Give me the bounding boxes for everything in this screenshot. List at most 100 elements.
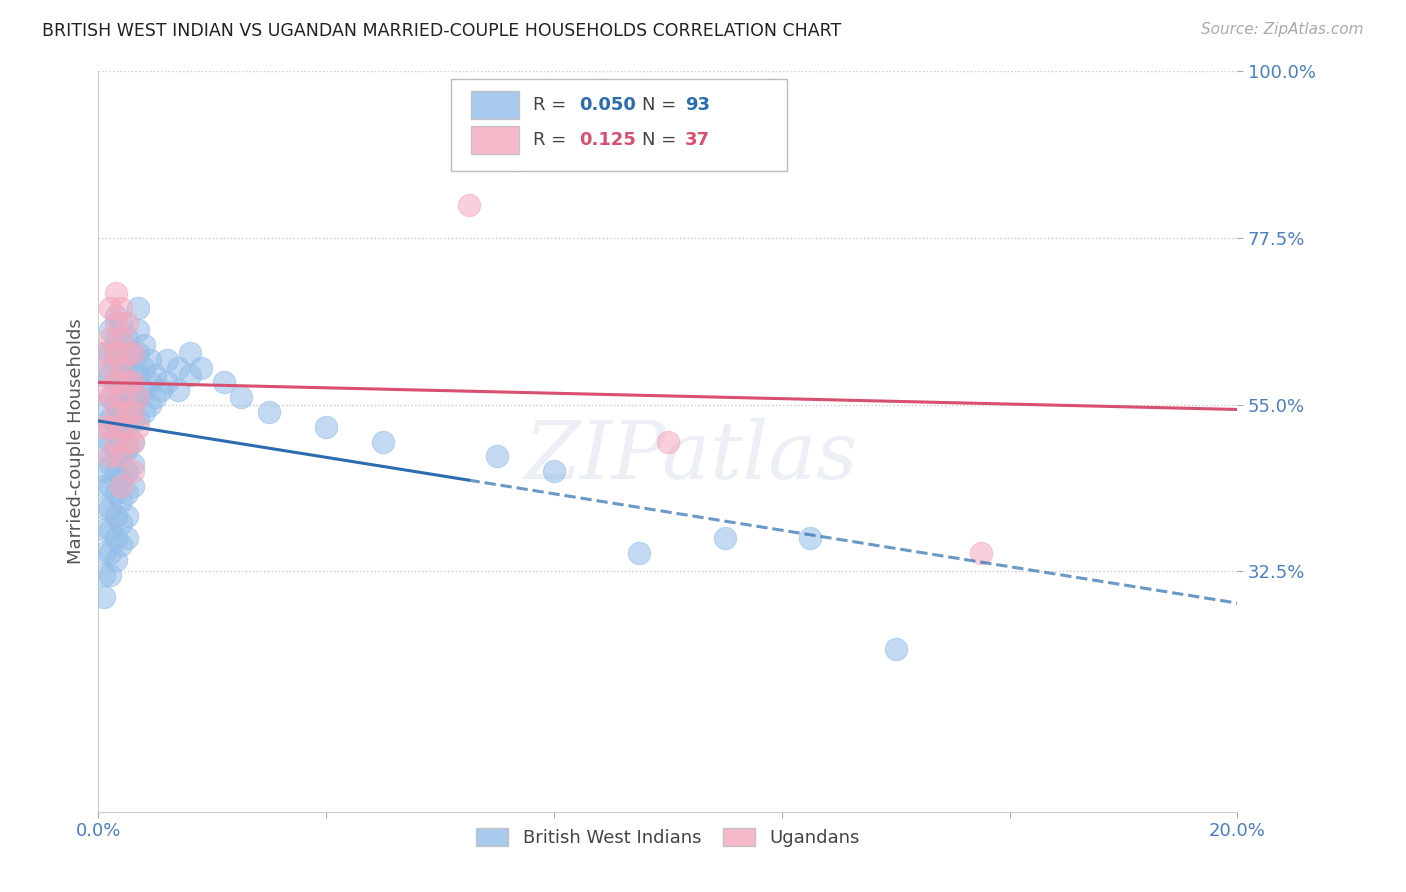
- Ugandans: [127, 390, 149, 404]
- Ugandans: [110, 479, 132, 493]
- British West Indians: [104, 398, 127, 412]
- British West Indians: [121, 457, 143, 471]
- Ugandans: [127, 419, 149, 434]
- British West Indians: [93, 419, 115, 434]
- British West Indians: [98, 412, 121, 426]
- Ugandans: [121, 345, 143, 359]
- Ugandans: [93, 345, 115, 359]
- Ugandans: [657, 434, 679, 449]
- British West Indians: [93, 546, 115, 560]
- British West Indians: [93, 368, 115, 382]
- British West Indians: [138, 398, 160, 412]
- British West Indians: [110, 427, 132, 442]
- British West Indians: [110, 383, 132, 397]
- Text: 93: 93: [685, 95, 710, 113]
- Ugandans: [104, 286, 127, 301]
- Ugandans: [98, 360, 121, 375]
- British West Indians: [714, 531, 737, 545]
- Ugandans: [115, 376, 138, 390]
- FancyBboxPatch shape: [471, 126, 519, 154]
- British West Indians: [115, 464, 138, 478]
- British West Indians: [98, 567, 121, 582]
- British West Indians: [121, 479, 143, 493]
- Text: Source: ZipAtlas.com: Source: ZipAtlas.com: [1201, 22, 1364, 37]
- Text: 0.125: 0.125: [579, 131, 636, 149]
- British West Indians: [127, 345, 149, 359]
- Ugandans: [115, 434, 138, 449]
- British West Indians: [93, 479, 115, 493]
- British West Indians: [145, 368, 167, 382]
- British West Indians: [115, 508, 138, 523]
- Ugandans: [110, 390, 132, 404]
- Ugandans: [110, 301, 132, 316]
- British West Indians: [98, 546, 121, 560]
- British West Indians: [373, 434, 395, 449]
- British West Indians: [115, 486, 138, 500]
- Ugandans: [98, 419, 121, 434]
- British West Indians: [104, 309, 127, 323]
- British West Indians: [98, 479, 121, 493]
- Ugandans: [503, 153, 526, 168]
- Ugandans: [104, 405, 127, 419]
- Ugandans: [121, 405, 143, 419]
- British West Indians: [127, 324, 149, 338]
- Legend: British West Indians, Ugandans: British West Indians, Ugandans: [468, 821, 868, 855]
- British West Indians: [121, 390, 143, 404]
- British West Indians: [156, 376, 179, 390]
- British West Indians: [315, 419, 337, 434]
- Ugandans: [104, 316, 127, 330]
- British West Indians: [98, 324, 121, 338]
- Ugandans: [98, 331, 121, 345]
- British West Indians: [104, 553, 127, 567]
- British West Indians: [98, 390, 121, 404]
- British West Indians: [93, 524, 115, 538]
- British West Indians: [110, 450, 132, 464]
- British West Indians: [179, 345, 201, 359]
- British West Indians: [93, 345, 115, 359]
- British West Indians: [127, 368, 149, 382]
- British West Indians: [127, 412, 149, 426]
- British West Indians: [104, 508, 127, 523]
- British West Indians: [98, 501, 121, 516]
- Ugandans: [115, 345, 138, 359]
- British West Indians: [110, 405, 132, 419]
- FancyBboxPatch shape: [451, 78, 787, 171]
- Text: R =: R =: [533, 95, 572, 113]
- British West Indians: [93, 590, 115, 604]
- British West Indians: [121, 368, 143, 382]
- Ugandans: [104, 434, 127, 449]
- British West Indians: [259, 405, 281, 419]
- British West Indians: [132, 338, 155, 352]
- Text: 0.050: 0.050: [579, 95, 636, 113]
- British West Indians: [104, 376, 127, 390]
- British West Indians: [98, 434, 121, 449]
- British West Indians: [104, 531, 127, 545]
- British West Indians: [628, 546, 651, 560]
- British West Indians: [150, 383, 173, 397]
- British West Indians: [543, 464, 565, 478]
- Ugandans: [98, 450, 121, 464]
- British West Indians: [229, 390, 252, 404]
- British West Indians: [138, 376, 160, 390]
- British West Indians: [104, 353, 127, 368]
- British West Indians: [104, 331, 127, 345]
- British West Indians: [110, 360, 132, 375]
- Ugandans: [98, 390, 121, 404]
- FancyBboxPatch shape: [471, 91, 519, 119]
- Ugandans: [110, 360, 132, 375]
- British West Indians: [121, 434, 143, 449]
- Ugandans: [457, 197, 479, 211]
- Text: N =: N =: [641, 95, 682, 113]
- British West Indians: [156, 353, 179, 368]
- Ugandans: [104, 345, 127, 359]
- British West Indians: [110, 493, 132, 508]
- British West Indians: [104, 464, 127, 478]
- British West Indians: [104, 486, 127, 500]
- Ugandans: [121, 464, 143, 478]
- British West Indians: [167, 360, 190, 375]
- British West Indians: [127, 390, 149, 404]
- British West Indians: [98, 368, 121, 382]
- British West Indians: [110, 516, 132, 530]
- British West Indians: [104, 442, 127, 456]
- Ugandans: [93, 383, 115, 397]
